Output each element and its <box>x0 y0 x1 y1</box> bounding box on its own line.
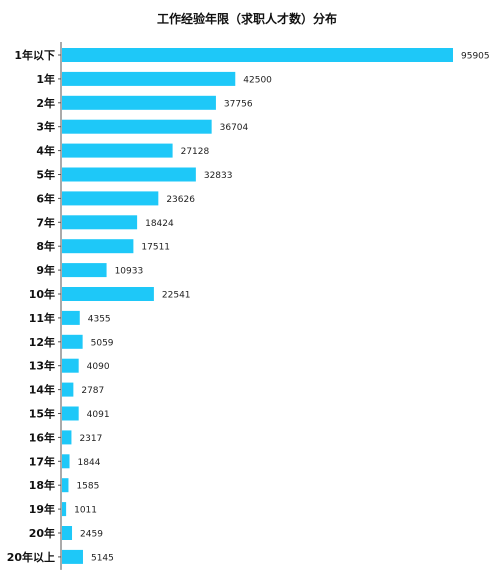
bar <box>62 358 79 373</box>
bar <box>62 502 67 517</box>
category-label: 20年以上 <box>7 550 55 564</box>
value-label: 2787 <box>81 386 104 396</box>
value-label: 42500 <box>243 75 272 85</box>
bar <box>62 48 453 62</box>
value-label: 4090 <box>87 362 110 372</box>
value-label: 4355 <box>88 314 111 324</box>
bar <box>62 215 138 230</box>
bar <box>62 71 236 86</box>
category-label: 19年 <box>29 502 55 516</box>
value-label: 23626 <box>166 195 195 205</box>
value-label: 1011 <box>74 506 97 516</box>
bar <box>62 287 154 301</box>
value-label: 1844 <box>78 458 101 468</box>
bar <box>62 406 79 421</box>
category-label: 12年 <box>29 335 55 349</box>
value-label: 18424 <box>145 219 174 229</box>
category-label: 18年 <box>29 478 55 492</box>
bar <box>62 191 159 206</box>
value-label: 22541 <box>162 291 191 301</box>
category-label: 3年 <box>36 120 55 134</box>
category-label: 15年 <box>29 407 55 421</box>
category-label: 11年 <box>29 311 55 325</box>
bar <box>62 454 70 469</box>
category-label: 7年 <box>36 215 55 229</box>
category-label: 1年以下 <box>14 48 55 62</box>
bar <box>62 119 212 134</box>
category-label: 13年 <box>29 359 55 373</box>
chart-title: 工作经验年限（求职人才数）分布 <box>156 12 337 26</box>
value-label: 36704 <box>220 123 249 133</box>
category-label: 6年 <box>36 191 55 205</box>
value-label: 5145 <box>91 553 114 563</box>
value-label: 2459 <box>80 530 103 540</box>
bar <box>62 478 69 493</box>
bar <box>62 95 216 110</box>
bar <box>62 167 196 182</box>
bar <box>62 334 83 349</box>
category-label: 17年 <box>29 454 55 468</box>
category-label: 14年 <box>29 383 55 397</box>
category-label: 5年 <box>36 168 55 182</box>
bar <box>62 382 74 397</box>
bar <box>62 526 73 540</box>
value-label: 17511 <box>141 243 170 253</box>
value-label: 27128 <box>181 147 210 157</box>
category-label: 8年 <box>36 239 55 253</box>
value-label: 95905 <box>461 52 490 62</box>
category-label: 16年 <box>29 430 55 444</box>
category-label: 9年 <box>36 263 55 277</box>
value-label: 37756 <box>224 99 253 109</box>
bar <box>62 310 80 325</box>
category-label: 1年 <box>36 72 55 86</box>
value-label: 5059 <box>91 338 114 348</box>
value-label: 2317 <box>79 434 102 444</box>
bar <box>62 549 83 564</box>
bar <box>62 430 72 445</box>
category-label: 2年 <box>36 96 55 110</box>
value-label: 1585 <box>76 482 99 492</box>
value-label: 4091 <box>87 410 110 420</box>
bar <box>62 239 134 254</box>
bar <box>62 263 107 278</box>
category-label: 4年 <box>36 144 55 158</box>
category-label: 20年 <box>29 526 55 540</box>
value-label: 32833 <box>204 171 233 181</box>
bar <box>62 143 173 158</box>
category-label: 10年 <box>29 287 55 301</box>
value-label: 10933 <box>115 267 144 277</box>
